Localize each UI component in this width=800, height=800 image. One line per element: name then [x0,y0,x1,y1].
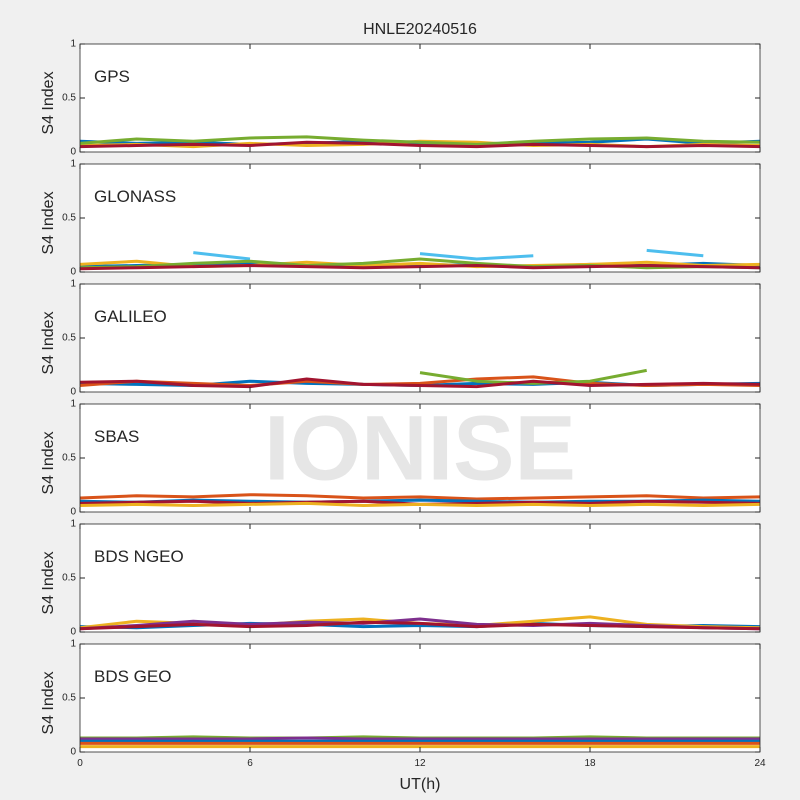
y-tick-label: 0.5 [62,333,76,344]
y-tick-label: 0 [70,387,76,398]
x-tick-label: 6 [247,758,253,769]
series-line [419,368,647,385]
y-tick-label: 0 [70,267,76,278]
y-tick-label: 1 [70,399,76,410]
x-tick-label: 12 [414,758,426,769]
y-axis-label: S4 Index [40,311,57,374]
panel-label: GLONASS [94,187,176,206]
y-tick-label: 0.5 [62,573,76,584]
y-axis-label: S4 Index [40,551,57,614]
y-tick-label: 0.5 [62,453,76,464]
axes-background [80,284,760,392]
chart-title: HNLE20240516 [363,21,477,38]
axes-background [80,644,760,752]
series-line [79,377,761,389]
y-tick-label: 0 [70,507,76,518]
series-line [79,140,761,149]
y-tick-label: 1 [70,39,76,50]
panel-label: GPS [94,67,130,86]
y-axis-label: S4 Index [40,431,57,494]
y-tick-label: 1 [70,279,76,290]
y-tick-label: 1 [70,519,76,530]
axes-background [80,404,760,512]
x-tick-label: 18 [584,758,596,769]
series-line [79,493,761,501]
series-line [79,264,761,271]
x-axis-label: UT(h) [400,776,441,793]
series-line [79,135,761,146]
axes-background [80,164,760,272]
panel-label: SBAS [94,427,139,446]
y-tick-label: 0 [70,147,76,158]
y-tick-label: 0.5 [62,213,76,224]
y-tick-label: 1 [70,159,76,170]
series-line [79,501,761,507]
axes-background [80,44,760,152]
panel-label: BDS GEO [94,667,171,686]
y-tick-label: 1 [70,639,76,650]
series-line [79,620,761,631]
panel-label: BDS NGEO [94,547,184,566]
y-axis-label: S4 Index [40,671,57,734]
y-tick-label: 0 [70,747,76,758]
y-axis-label: S4 Index [40,191,57,254]
y-axis-label: S4 Index [40,71,57,134]
y-tick-label: 0.5 [62,93,76,104]
panel-label: GALILEO [94,307,167,326]
series-line [193,248,704,261]
x-tick-label: 24 [754,758,766,769]
series-line [79,257,761,270]
y-tick-label: 0.5 [62,693,76,704]
axes-background [80,524,760,632]
y-tick-label: 0 [70,627,76,638]
series-line [80,736,760,741]
x-tick-label: 0 [77,758,83,769]
watermark: IONISE [264,397,576,499]
